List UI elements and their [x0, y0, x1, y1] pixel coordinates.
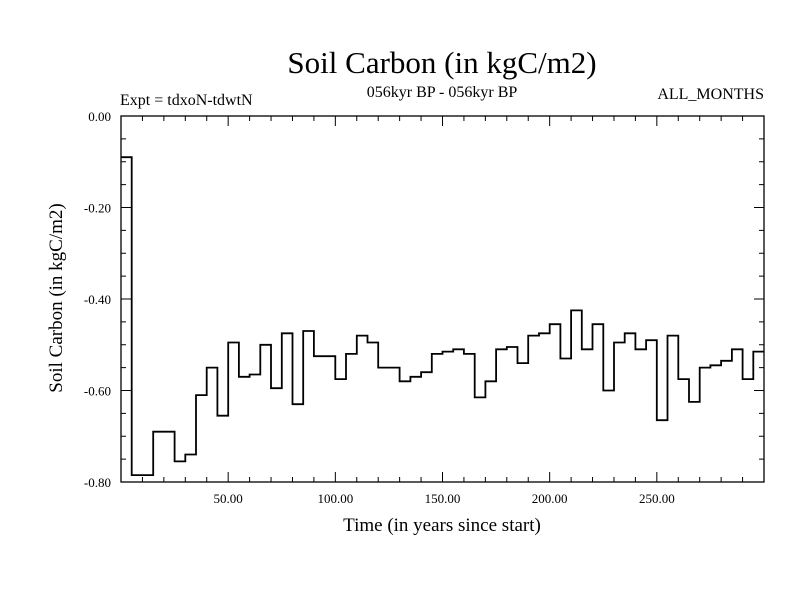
axes: 50.00 100.00 150.00 200.00 250.00 0.00 -0.20 -0… [84, 109, 765, 506]
x-tick-label: 50.00 [214, 491, 243, 506]
x-tick-label: 100.00 [317, 491, 353, 506]
y-tick-label: -0.60 [84, 384, 111, 399]
plot-frame [120, 115, 765, 483]
experiment-label: Expt = tdxoN-tdwtN [120, 92, 253, 109]
series-step-line [121, 156, 764, 476]
x-tick-label: 250.00 [639, 491, 675, 506]
chart-title: Soil Carbon (in kgC/m2) [287, 45, 596, 80]
y-tick-label: -0.20 [84, 201, 111, 216]
x-tick-label: 150.00 [425, 491, 461, 506]
x-tick-label: 200.00 [532, 491, 568, 506]
y-tick-label: -0.40 [84, 292, 111, 307]
months-label: ALL_MONTHS [657, 86, 764, 103]
y-tick-label: -0.80 [84, 475, 111, 490]
x-axis-label: Time (in years since start) [343, 515, 541, 536]
chart-subtitle: 056kyr BP - 056kyr BP [367, 84, 518, 101]
y-tick-label: 0.00 [88, 109, 111, 124]
y-axis-label: Soil Carbon (in kgC/m2) [46, 203, 67, 392]
